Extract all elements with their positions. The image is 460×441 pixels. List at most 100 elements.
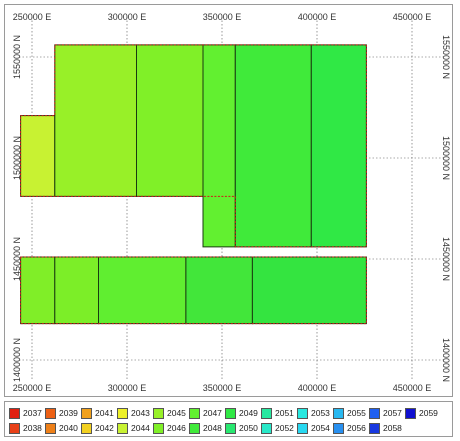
- legend-label: 2040: [59, 423, 78, 433]
- legend-swatch: [81, 407, 92, 419]
- easting-label-bottom: 400000 E: [298, 383, 337, 393]
- legend-item-2043: 2043: [117, 406, 153, 420]
- legend-swatch: [405, 407, 416, 419]
- map-frame: 250000 E 250000 E 300000 E 300000 E 350000 E…: [4, 4, 453, 397]
- northing-label-right: 1450000 N: [441, 237, 451, 281]
- legend-swatch: [261, 422, 272, 434]
- schedule-block-2044: [20, 115, 56, 197]
- legend-item-2054: 2054: [297, 421, 333, 435]
- boundary-outline: [20, 44, 367, 325]
- legend-swatch: [189, 422, 200, 434]
- legend-item-2038: 2038: [9, 421, 45, 435]
- legend-item-2056: 2056: [333, 421, 369, 435]
- legend-item-2039: 2039: [45, 406, 81, 420]
- schedule-block-2048: [234, 44, 312, 248]
- legend-label: 2043: [131, 408, 150, 418]
- legend-item-2050: 2050: [225, 421, 261, 435]
- legend-label: 2041: [95, 408, 114, 418]
- legend-item-2058: 2058: [369, 421, 405, 435]
- schedule-block-2045: [54, 44, 137, 197]
- northing-label-left: 1500000 N: [12, 136, 22, 180]
- legend-item-2059: 2059: [405, 406, 441, 420]
- legend-swatch: [225, 422, 236, 434]
- legend-label: 2042: [95, 423, 114, 433]
- legend-swatch: [297, 407, 308, 419]
- legend-label: 2044: [131, 423, 150, 433]
- legend-item-2040: 2040: [45, 421, 81, 435]
- legend-label: 2045: [167, 408, 186, 418]
- northing-label-right: 1550000 N: [441, 35, 451, 79]
- legend-item-2045: 2045: [153, 406, 189, 420]
- schedule-block-2049: [310, 44, 367, 248]
- legend-item-2044: 2044: [117, 421, 153, 435]
- legend-item-2037: 2037: [9, 406, 45, 420]
- schedule-block-2046: [54, 256, 99, 325]
- legend-label: 2055: [347, 408, 366, 418]
- boundary-north: [20, 44, 367, 248]
- legend-item-2047: 2047: [189, 406, 225, 420]
- northing-label-left: 1550000 N: [12, 35, 22, 79]
- easting-label-bottom: 250000 E: [13, 383, 52, 393]
- legend-item-2049: 2049: [225, 406, 261, 420]
- legend-swatch: [45, 407, 56, 419]
- northing-label-left: 1400000 N: [12, 338, 22, 382]
- easting-label-bottom: 350000 E: [203, 383, 242, 393]
- easting-label-top: 400000 E: [298, 12, 337, 22]
- legend-label: 2046: [167, 423, 186, 433]
- schedule-block-2046: [20, 256, 56, 325]
- legend-swatch: [45, 422, 56, 434]
- legend-item-2041: 2041: [81, 406, 117, 420]
- schedule-block-2047: [202, 44, 236, 248]
- legend-item-2051: 2051: [261, 406, 297, 420]
- legend-label: 2054: [311, 423, 330, 433]
- legend-row-even: 2038 2040 2042 2044 2046 2048 2050 2052 2054 2056…: [9, 421, 405, 435]
- northing-label-right: 1500000 N: [441, 136, 451, 180]
- legend-item-2046: 2046: [153, 421, 189, 435]
- legend-item-2055: 2055: [333, 406, 369, 420]
- legend-label: 2053: [311, 408, 330, 418]
- legend-item-2053: 2053: [297, 406, 333, 420]
- legend-swatch: [369, 422, 380, 434]
- legend-item-2042: 2042: [81, 421, 117, 435]
- easting-label-top: 350000 E: [203, 12, 242, 22]
- legend-label: 2058: [383, 423, 402, 433]
- legend-swatch: [261, 407, 272, 419]
- legend-label: 2037: [23, 408, 42, 418]
- legend-swatch: [333, 422, 344, 434]
- legend-swatch: [9, 407, 20, 419]
- legend: 2037 2039 2041 2043 2045 2047 2049 2051 2053 2055…: [4, 401, 453, 437]
- easting-label-top: 250000 E: [13, 12, 52, 22]
- legend-swatch: [333, 407, 344, 419]
- legend-swatch: [117, 422, 128, 434]
- legend-label: 2052: [275, 423, 294, 433]
- northing-label-right: 1400000 N: [441, 338, 451, 382]
- legend-label: 2038: [23, 423, 42, 433]
- legend-label: 2048: [203, 423, 222, 433]
- legend-swatch: [117, 407, 128, 419]
- legend-swatch: [225, 407, 236, 419]
- map-canvas[interactable]: 250000 E 250000 E 300000 E 300000 E 350000 E…: [5, 5, 454, 398]
- legend-label: 2056: [347, 423, 366, 433]
- legend-label: 2047: [203, 408, 222, 418]
- easting-label-top: 300000 E: [108, 12, 147, 22]
- legend-row-odd: 2037 2039 2041 2043 2045 2047 2049 2051 2053 2055…: [9, 406, 441, 420]
- legend-item-2048: 2048: [189, 421, 225, 435]
- schedule-block-2046: [136, 44, 204, 197]
- legend-item-2052: 2052: [261, 421, 297, 435]
- legend-swatch: [81, 422, 92, 434]
- schedule-block-2047: [98, 256, 187, 325]
- legend-swatch: [369, 407, 380, 419]
- schedule-blocks: [20, 44, 367, 325]
- legend-swatch: [9, 422, 20, 434]
- legend-swatch: [153, 422, 164, 434]
- easting-label-bottom: 300000 E: [108, 383, 147, 393]
- legend-label: 2057: [383, 408, 402, 418]
- easting-label-top: 450000 E: [393, 12, 432, 22]
- legend-swatch: [297, 422, 308, 434]
- coordinate-labels: 250000 E 250000 E 300000 E 300000 E 350000 E…: [12, 12, 451, 393]
- legend-swatch: [153, 407, 164, 419]
- legend-label: 2049: [239, 408, 258, 418]
- northing-label-left: 1450000 N: [12, 237, 22, 281]
- schedule-block-2048: [185, 256, 253, 325]
- legend-label: 2051: [275, 408, 294, 418]
